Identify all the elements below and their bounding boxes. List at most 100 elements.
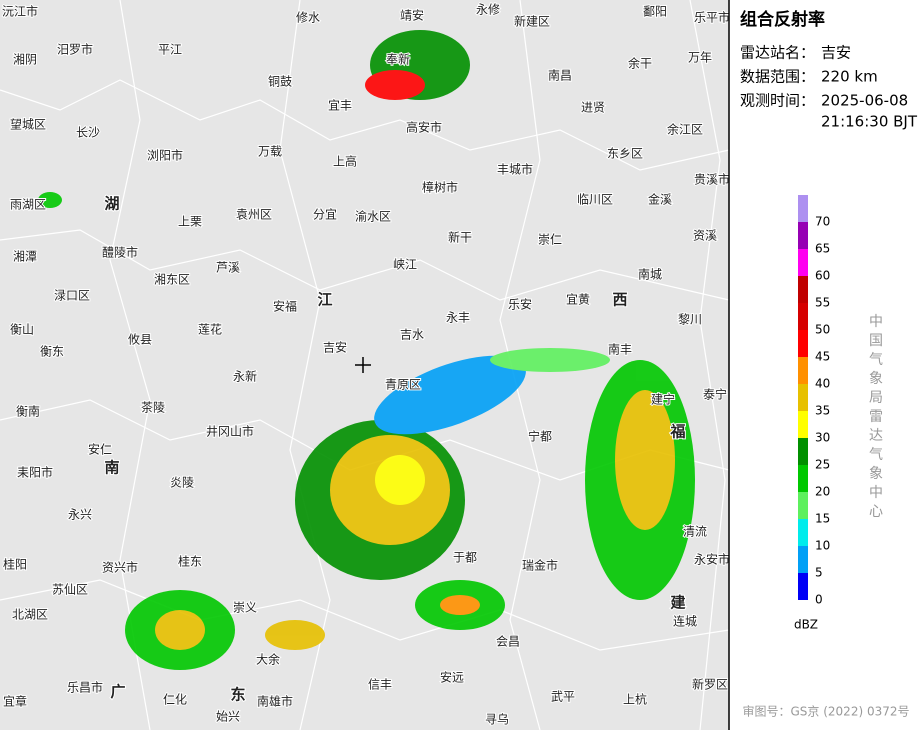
legend-swatch [798, 195, 808, 222]
place-label: 资兴市 [102, 560, 138, 575]
place-label: 仁化 [163, 693, 187, 707]
place-label: 永安市 [694, 552, 730, 567]
radar-echo [38, 30, 695, 670]
place-label: 上杭 [623, 692, 647, 707]
legend-label: 45 [815, 350, 830, 364]
place-label: 湘东区 [154, 272, 190, 287]
place-label: 新建区 [514, 14, 550, 29]
place-label: 新干 [448, 230, 472, 245]
place-label: 渌口区 [54, 288, 90, 303]
place-label: 于都 [453, 551, 477, 565]
place-label: 永兴 [68, 508, 92, 522]
place-label: 南城 [638, 267, 662, 282]
place-label: 瑞金市 [522, 558, 558, 573]
place-label: 会昌 [496, 635, 520, 649]
place-label: 平江 [158, 43, 182, 57]
place-label: 崇仁 [538, 233, 562, 247]
legend-swatch [798, 492, 808, 519]
place-label: 炎陵 [170, 476, 194, 490]
place-label: 上栗 [178, 215, 202, 229]
place-label: 湘阴 [13, 52, 37, 67]
place-label: 信丰 [368, 678, 392, 692]
place-label: 沅江市 [2, 4, 38, 19]
radar-site [355, 357, 371, 373]
legend-label: 65 [815, 242, 830, 256]
place-label: 建宁 [651, 392, 675, 407]
place-label: 资溪 [693, 229, 717, 243]
legend-label: 40 [815, 377, 830, 391]
place-label: 铜鼓 [268, 74, 292, 89]
place-label: 乐昌市 [67, 680, 103, 695]
place-label: 分宜 [313, 207, 337, 222]
place-label: 鄱阳 [643, 5, 667, 19]
place-label: 雨湖区 [10, 197, 46, 212]
place-label: 宜丰 [328, 98, 352, 113]
place-label: 宁都 [528, 429, 552, 444]
info-panel [729, 0, 920, 730]
place-label: 广 [110, 683, 125, 701]
place-label: 衡南 [16, 404, 40, 419]
place-label: 南丰 [608, 342, 632, 357]
legend-label: 70 [815, 215, 830, 229]
place-label: 北湖区 [12, 607, 48, 622]
place-label: 临川区 [577, 193, 613, 207]
place-label: 苏仙区 [52, 583, 88, 597]
panel-title: 组合反射率 [740, 9, 825, 30]
legend-swatch [798, 303, 808, 330]
place-label: 永新 [233, 369, 257, 384]
place-label: 永修 [476, 2, 500, 17]
place-label: 汨罗市 [57, 42, 93, 57]
place-label: 清流 [683, 525, 707, 539]
legend-swatch [798, 357, 808, 384]
place-label: 衡山 [10, 323, 34, 337]
place-label: 吉安 [323, 340, 347, 355]
legend-swatch [798, 519, 808, 546]
place-label: 丰城市 [497, 162, 533, 177]
place-label: 奉新 [386, 52, 410, 67]
legend-label: 15 [815, 512, 830, 526]
range-label: 数据范围： [740, 68, 815, 86]
station: 吉安 [821, 44, 851, 62]
place-label: 南雄市 [257, 694, 293, 709]
legend-label: 20 [815, 485, 830, 499]
place-label: 黎川 [678, 313, 702, 327]
legend-label: 50 [815, 323, 830, 337]
legend-label: 0 [815, 593, 823, 607]
legend-label: 5 [815, 566, 823, 580]
place-label: 青原区 [385, 378, 421, 392]
station-label: 雷达站名： [740, 44, 815, 62]
place-label: 贵溪市 [694, 172, 730, 187]
place-label: 进贤 [581, 101, 605, 115]
place-label: 吉水 [400, 328, 424, 342]
place-label: 渝水区 [355, 209, 391, 224]
place-label: 袁州区 [236, 208, 272, 222]
place-label: 福 [669, 423, 685, 441]
place-label: 莲花 [198, 322, 222, 337]
place-label: 大余 [256, 652, 280, 667]
legend-swatch [798, 465, 808, 492]
place-label: 连城 [673, 614, 697, 629]
place-label: 峡江 [393, 258, 417, 272]
range: 220 km [821, 68, 878, 86]
place-label: 西 [612, 291, 627, 309]
legend-swatch [798, 573, 808, 600]
place-label: 桂阳 [3, 557, 27, 572]
legend-label: 60 [815, 269, 830, 283]
place-label: 攸县 [128, 332, 152, 347]
place-label: 桂东 [178, 554, 202, 569]
legend-label: 25 [815, 458, 830, 472]
legend-swatch [798, 222, 808, 249]
place-label: 望城区 [10, 118, 46, 132]
place-label: 崇义 [233, 601, 257, 615]
place-label: 安仁 [88, 442, 112, 457]
place-label: 永丰 [446, 311, 470, 325]
place-label: 靖安 [400, 8, 424, 23]
agency: 中国气象局雷达气象中心 [869, 314, 883, 520]
legend-swatch [798, 546, 808, 573]
place-label: 安远 [440, 670, 464, 685]
place-label: 江 [317, 291, 332, 309]
place-label: 万载 [258, 145, 282, 159]
place-label: 井冈山市 [206, 424, 254, 439]
place-label: 东乡区 [607, 147, 643, 161]
place-label: 武平 [551, 690, 575, 704]
